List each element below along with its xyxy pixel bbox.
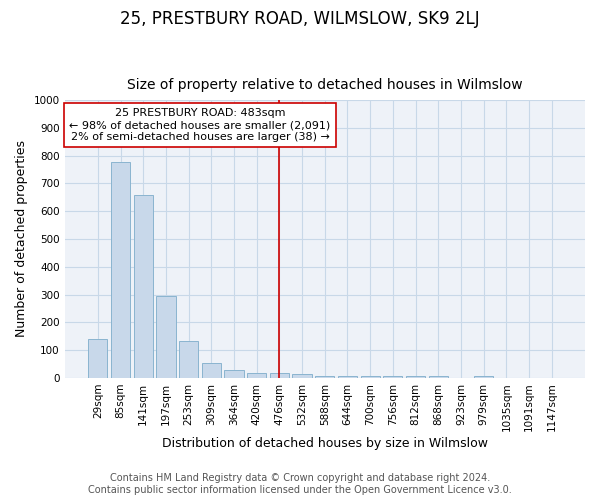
Title: Size of property relative to detached houses in Wilmslow: Size of property relative to detached ho… (127, 78, 523, 92)
Bar (361, 376, 380, 378)
Bar (111, 162, 130, 378)
Y-axis label: Number of detached properties: Number of detached properties (15, 140, 28, 338)
Bar (383, 376, 403, 378)
Bar (179, 341, 198, 378)
Bar (247, 373, 266, 378)
X-axis label: Distribution of detached houses by size in Wilmslow: Distribution of detached houses by size … (162, 437, 488, 450)
Bar (88, 339, 107, 378)
Bar (474, 376, 493, 378)
Bar (224, 370, 244, 378)
Bar (406, 376, 425, 378)
Bar (292, 374, 312, 378)
Bar (315, 376, 334, 378)
Bar (338, 376, 357, 378)
Bar (156, 296, 176, 378)
Bar (428, 376, 448, 378)
Text: Contains HM Land Registry data © Crown copyright and database right 2024.
Contai: Contains HM Land Registry data © Crown c… (88, 474, 512, 495)
Bar (270, 373, 289, 378)
Text: 25, PRESTBURY ROAD, WILMSLOW, SK9 2LJ: 25, PRESTBURY ROAD, WILMSLOW, SK9 2LJ (120, 10, 480, 28)
Text: 25 PRESTBURY ROAD: 483sqm
← 98% of detached houses are smaller (2,091)
2% of sem: 25 PRESTBURY ROAD: 483sqm ← 98% of detac… (70, 108, 331, 142)
Bar (134, 195, 153, 378)
Bar (202, 362, 221, 378)
